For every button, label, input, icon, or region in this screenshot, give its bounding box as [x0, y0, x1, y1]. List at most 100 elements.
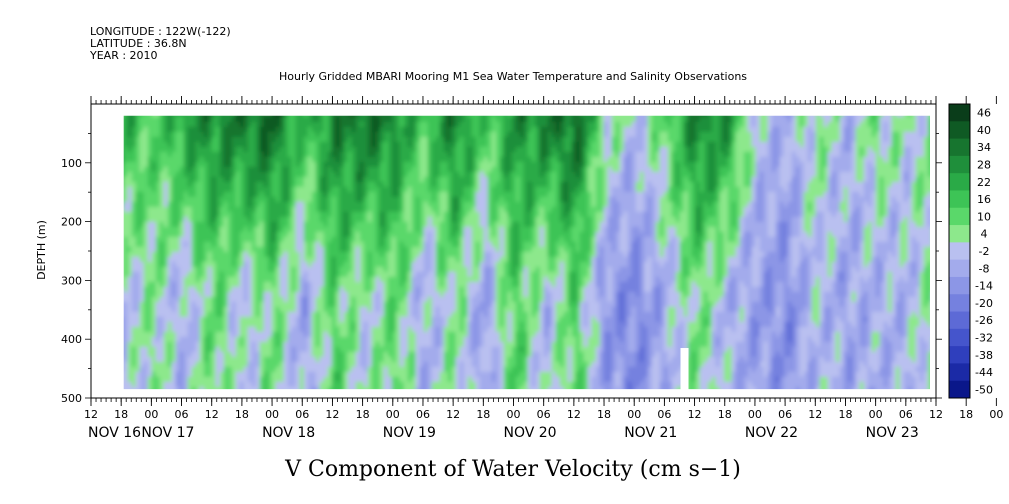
heatmap-cell [283, 206, 289, 213]
heatmap-cell [431, 166, 437, 173]
heatmap-cell [463, 226, 469, 233]
heatmap-cell [319, 176, 325, 183]
heatmap-cell [367, 361, 373, 368]
heatmap-cell [307, 296, 313, 303]
heatmap-cell [231, 146, 237, 153]
heatmap-cell [151, 361, 157, 368]
heatmap-cell [255, 241, 261, 248]
heatmap-cell [247, 371, 253, 378]
heatmap-cell [263, 321, 269, 328]
heatmap-cell [151, 211, 157, 218]
heatmap-cell [351, 336, 357, 343]
heatmap-cell [247, 211, 253, 218]
heatmap-cell [283, 321, 289, 328]
heatmap-cell [391, 246, 397, 253]
heatmap-cell [199, 271, 205, 278]
heatmap-cell [151, 121, 157, 128]
heatmap-cell [423, 141, 429, 148]
heatmap-cell [407, 346, 413, 353]
heatmap-cell [399, 321, 405, 328]
heatmap-cell [391, 191, 397, 198]
heatmap-cell [211, 231, 217, 238]
heatmap-cell [211, 221, 217, 228]
heatmap-cell [215, 381, 221, 388]
heatmap-cell [171, 171, 177, 178]
heatmap-cell [235, 251, 241, 258]
heatmap-cell [371, 126, 377, 133]
heatmap-cell [311, 201, 317, 208]
heatmap-cell [223, 136, 229, 143]
heatmap-cell [359, 286, 365, 293]
heatmap-cell [427, 266, 433, 273]
heatmap-cell [255, 266, 261, 273]
heatmap-cell [343, 366, 349, 373]
heatmap-cell [307, 171, 313, 178]
heatmap-cell [331, 256, 337, 263]
heatmap-cell [159, 176, 165, 183]
heatmap-cell [455, 121, 461, 128]
heatmap-cell [459, 181, 465, 188]
heatmap-cell [227, 236, 233, 243]
heatmap-cell [147, 121, 153, 128]
heatmap-cell [259, 151, 265, 158]
heatmap-cell [139, 226, 145, 233]
heatmap-cell [415, 221, 421, 228]
heatmap-cell [199, 131, 205, 138]
heatmap-cell [127, 186, 133, 193]
heatmap-cell [443, 331, 449, 338]
heatmap-cell [283, 251, 289, 258]
heatmap-cell [299, 136, 305, 143]
heatmap-cell [399, 216, 405, 223]
heatmap-cell [279, 351, 285, 358]
heatmap-cell [387, 171, 393, 178]
heatmap-cell [151, 196, 157, 203]
heatmap-cell [195, 361, 201, 368]
heatmap-cell [439, 291, 445, 298]
heatmap-cell [243, 296, 249, 303]
heatmap-cell [447, 171, 453, 178]
heatmap-cell [447, 266, 453, 273]
heatmap-cell [367, 171, 373, 178]
heatmap-cell [284, 392, 289, 398]
heatmap-cell [247, 341, 253, 348]
heatmap-cell [251, 351, 257, 358]
heatmap-cell [415, 231, 421, 238]
heatmap-cell [256, 392, 261, 398]
heatmap-cell [283, 156, 289, 163]
heatmap-cell [235, 226, 241, 233]
heatmap-cell [339, 151, 345, 158]
heatmap-cell [455, 326, 461, 333]
heatmap-cell [427, 251, 433, 258]
heatmap-cell [183, 181, 189, 188]
heatmap-cell [443, 311, 449, 318]
heatmap-cell [187, 126, 193, 133]
heatmap-cell [423, 115, 429, 118]
heatmap-cell [419, 196, 425, 203]
heatmap-cell [247, 126, 253, 133]
heatmap-cell [391, 366, 397, 373]
heatmap-cell [155, 341, 161, 348]
heatmap-cell [251, 276, 257, 283]
heatmap-cell [435, 206, 441, 213]
heatmap-cell [299, 221, 305, 228]
heatmap-cell [363, 326, 369, 333]
heatmap-cell [423, 306, 429, 313]
heatmap-cell [207, 266, 213, 273]
heatmap-cell [207, 121, 213, 128]
heatmap-cell [155, 291, 161, 298]
heatmap-cell [319, 115, 325, 118]
heatmap-cell [255, 116, 261, 123]
heatmap-cell [371, 221, 377, 228]
heatmap-cell [271, 211, 277, 218]
heatmap-cell [259, 371, 265, 378]
heatmap-cell [331, 186, 337, 193]
heatmap-cell [227, 371, 233, 378]
heatmap-cell [131, 266, 137, 273]
heatmap-cell [223, 156, 229, 163]
heatmap-cell [399, 291, 405, 298]
heatmap-cell [343, 251, 349, 258]
heatmap-cell [267, 316, 273, 323]
heatmap-cell [323, 141, 329, 148]
heatmap-cell [243, 376, 249, 383]
heatmap-cell [123, 341, 125, 348]
